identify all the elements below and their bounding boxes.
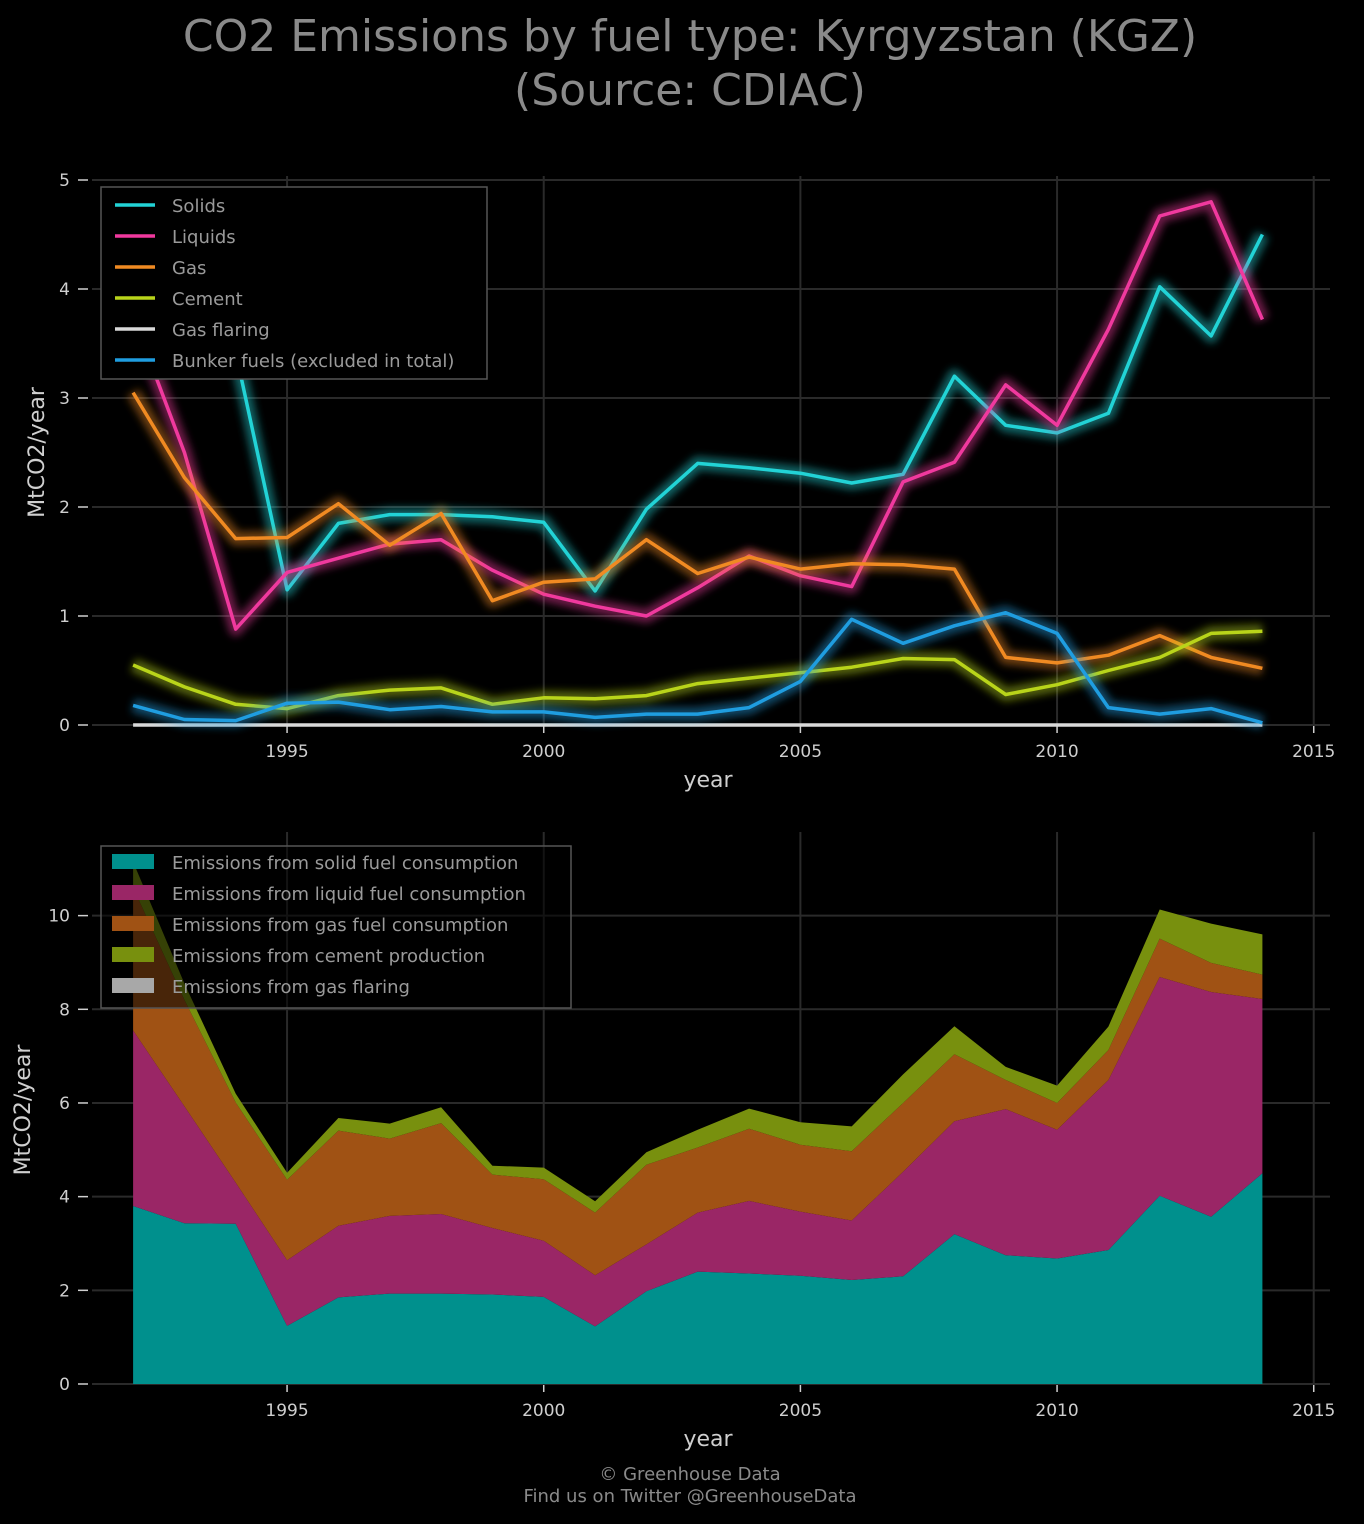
- legend-swatch-liquid: [112, 885, 154, 900]
- x-axis-label: year: [683, 768, 733, 793]
- legend-label-liquids: Liquids: [172, 227, 236, 248]
- legend-label-flaringarea: Emissions from gas flaring: [172, 977, 410, 998]
- y-axis-label: MtCO2/year: [25, 386, 50, 518]
- area-liquid: [133, 977, 1263, 1327]
- area-series-group: [133, 861, 1263, 1384]
- y-tick-label: 2: [59, 1281, 70, 1301]
- y-tick-label: 4: [59, 280, 70, 300]
- chart-title-line2: (Source: CDIAC): [514, 65, 866, 116]
- y-tick-label: 3: [59, 389, 70, 409]
- x-tick-label: 2000: [522, 742, 565, 762]
- x-tick-label: 2005: [779, 1401, 822, 1421]
- y-tick-label: 0: [59, 716, 70, 736]
- y-tick-label: 1: [59, 607, 70, 627]
- series-glow-gas: [127, 388, 1264, 676]
- legend-label-cement: Cement: [172, 289, 243, 310]
- legend-label-gasfuel: Emissions from gas fuel consumption: [172, 915, 508, 936]
- y-tick-label: 8: [59, 1000, 70, 1020]
- legend-swatch-solid: [112, 854, 154, 869]
- area-solid: [133, 1173, 1263, 1384]
- x-tick-label: 2010: [1035, 742, 1078, 762]
- legend-swatch-cementprod: [112, 947, 154, 962]
- y-tick-label: 0: [59, 1375, 70, 1395]
- legend: Emissions from solid fuel consumption Emi…: [100, 845, 572, 1009]
- legend-label-bunker: Bunker fuels (excluded in total): [172, 351, 454, 372]
- chart-title: CO2 Emissions by fuel type: Kyrgyzstan (…: [0, 10, 1364, 118]
- stacked-area-chart-panel: 1995 2000 2005 2010 2015 0 2 4 6 8 10 year MtCO2/yea…: [11, 832, 1335, 1452]
- x-axis-label: year: [683, 1427, 733, 1452]
- legend: Solids Liquids Gas Cement Gas flaring Bunker …: [100, 186, 488, 380]
- y-tick-label: 2: [59, 498, 70, 518]
- legend-label-solid: Emissions from solid fuel consumption: [172, 853, 518, 874]
- y-tick-label: 6: [59, 1094, 70, 1114]
- y-tick-label: 5: [59, 171, 70, 191]
- x-tick-label: 2010: [1035, 1401, 1078, 1421]
- chart-title-line1: CO2 Emissions by fuel type: Kyrgyzstan (…: [182, 11, 1198, 62]
- y-tick-label: 4: [59, 1188, 70, 1208]
- footer-line2: Find us on Twitter @GreenhouseData: [523, 1486, 857, 1507]
- legend-label-solids: Solids: [172, 196, 225, 217]
- x-tick-label: 2015: [1292, 742, 1335, 762]
- series-line-liquids: [131, 200, 1265, 631]
- legend-swatch-flaringarea: [112, 978, 154, 993]
- x-tick-label: 1995: [265, 742, 308, 762]
- legend-label-flaring: Gas flaring: [172, 320, 270, 341]
- series-line-bunker: [132, 610, 1263, 725]
- line-series-group: [126, 194, 1269, 732]
- legend-label-gas: Gas: [172, 258, 206, 279]
- x-tick-label: 2005: [779, 742, 822, 762]
- y-tick-label: 10: [48, 907, 70, 927]
- legend-box: [100, 186, 488, 380]
- footer-credit: © Greenhouse Data Find us on Twitter @Gr…: [0, 1464, 1364, 1508]
- legend-label-cementprod: Emissions from cement production: [172, 946, 485, 967]
- x-tick-label: 2000: [522, 1401, 565, 1421]
- legend-label-liquid: Emissions from liquid fuel consumption: [172, 884, 526, 905]
- y-axis-label: MtCO2/year: [11, 1044, 36, 1176]
- line-chart-panel: 1995 2000 2005 2010 2015 0 1 2 3 4 5 year MtCO2/year…: [25, 171, 1335, 793]
- area-cementprod: [133, 861, 1263, 1213]
- area-gasfuel: [133, 887, 1263, 1276]
- x-tick-label: 2015: [1292, 1401, 1335, 1421]
- series-line-solids: [132, 233, 1264, 593]
- legend-swatch-gasfuel: [112, 916, 154, 931]
- x-tick-label: 1995: [265, 1401, 308, 1421]
- legend-box: [100, 845, 572, 1009]
- footer-line1: © Greenhouse Data: [599, 1464, 781, 1485]
